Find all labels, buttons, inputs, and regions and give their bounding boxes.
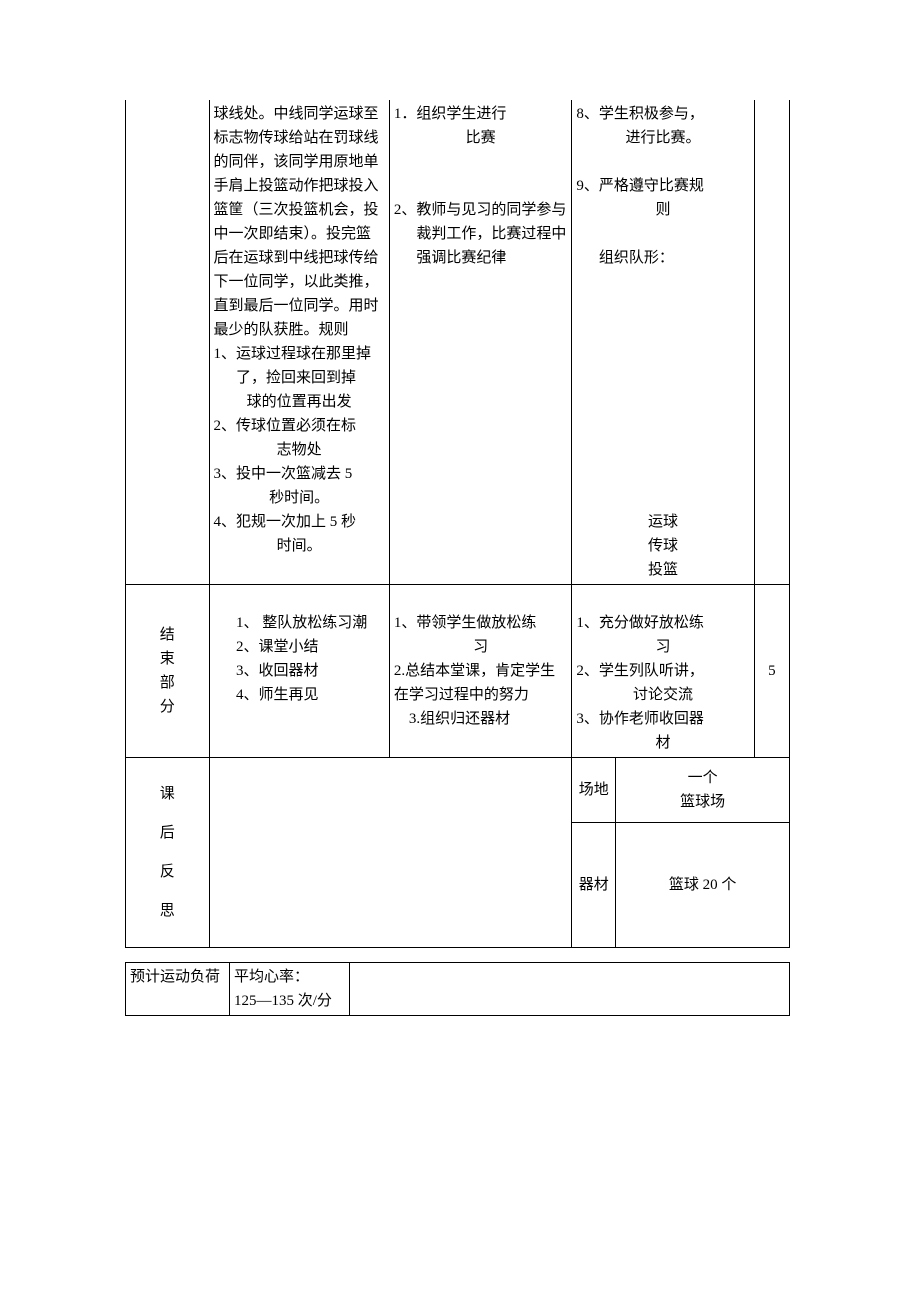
c1: 1、 整队放松练习潮 — [214, 611, 385, 635]
s3a: 3、协作老师收回器 — [576, 707, 749, 731]
equip-label: 器材 — [572, 823, 616, 948]
student9b: 则 — [576, 198, 749, 222]
label-l2: 束 — [130, 647, 205, 671]
s1b: 习 — [576, 635, 749, 659]
t3: 3.组织归还器材 — [394, 707, 567, 731]
load-table: 预计运动负荷 平均心率： 125—135 次/分 — [125, 962, 790, 1016]
rule4b: 时间。 — [214, 534, 385, 558]
equip-value: 篮球 20 个 — [616, 823, 790, 948]
c4: 4、师生再见 — [214, 683, 385, 707]
rule1a: 1、运球过程球在那里掉了，捡回来回到掉 — [214, 342, 385, 390]
s2a: 2、学生列队听讲， — [576, 659, 749, 683]
rule1b: 球的位置再出发 — [214, 390, 385, 414]
row1-content: 球线处。中线同学运球至标志物传球给站在罚球线的同伴，该同学用原地单手肩上投篮动作… — [209, 100, 389, 585]
vv1: 一个 — [620, 766, 785, 790]
row1-teacher: 1．组织学生进行 比赛 2、教师与见习的同学参与裁判工作，比赛过程中强调比赛纪律 — [389, 100, 571, 585]
lesson-plan-table: 球线处。中线同学运球至标志物传球给站在罚球线的同伴，该同学用原地单手肩上投篮动作… — [125, 100, 790, 948]
rule4a: 4、犯规一次加上 5 秒 — [214, 510, 385, 534]
teacher1a: 1．组织学生进行 — [394, 102, 567, 126]
s1a: 1、充分做好放松练 — [576, 611, 749, 635]
s3b: 材 — [576, 731, 749, 755]
t1a: 1、带领学生做放松练 — [394, 611, 567, 635]
c3: 3、收回器材 — [214, 659, 385, 683]
rule3b: 秒时间。 — [214, 486, 385, 510]
label-l1: 结 — [130, 623, 205, 647]
row3-reflection — [209, 758, 572, 948]
act2: 传球 — [576, 534, 749, 558]
t1b: 习 — [394, 635, 567, 659]
teacher1b: 比赛 — [394, 126, 567, 150]
row2-student: 1、充分做好放松练 习 2、学生列队听讲， 讨论交流 3、协作老师收回器 材 — [572, 585, 754, 758]
label-l4: 思 — [130, 892, 205, 931]
venue-value: 一个 篮球场 — [616, 758, 790, 823]
vv2: 篮球场 — [620, 790, 785, 814]
label-l1: 课 — [130, 775, 205, 814]
load-label: 预计运动负荷 — [126, 963, 230, 1016]
student8b: 进行比赛。 — [576, 126, 749, 150]
load-blank — [350, 963, 790, 1016]
row3-label: 课 后 反 思 — [126, 758, 210, 948]
hr-value: 125—135 次/分 — [234, 989, 345, 1013]
c2: 2、课堂小结 — [214, 635, 385, 659]
hr-cell: 平均心率： 125—135 次/分 — [230, 963, 350, 1016]
label-l3: 反 — [130, 853, 205, 892]
act3: 投篮 — [576, 558, 749, 582]
s2b: 讨论交流 — [576, 683, 749, 707]
formation: 组织队形： — [576, 246, 749, 270]
row2-teacher: 1、带领学生做放松练 习 2.总结本堂课，肯定学生在学习过程中的努力 3.组织归… — [389, 585, 571, 758]
label-l2: 后 — [130, 814, 205, 853]
content-text: 球线处。中线同学运球至标志物传球给站在罚球线的同伴，该同学用原地单手肩上投篮动作… — [214, 106, 379, 338]
student9a: 9、严格遵守比赛规 — [576, 174, 749, 198]
rule3a: 3、投中一次篮减去 5 — [214, 462, 385, 486]
rule2b: 志物处 — [214, 438, 385, 462]
row1-time — [754, 100, 789, 585]
student8a: 8、学生积极参与， — [576, 102, 749, 126]
row1-student: 8、学生积极参与， 进行比赛。 9、严格遵守比赛规 则 组织队形： 运球 传球 … — [572, 100, 754, 585]
label-l4: 分 — [130, 695, 205, 719]
label-l3: 部 — [130, 671, 205, 695]
row2-content: 1、 整队放松练习潮 2、课堂小结 3、收回器材 4、师生再见 — [209, 585, 389, 758]
row1-label — [126, 100, 210, 585]
rule2a: 2、传球位置必须在标 — [214, 414, 385, 438]
t2: 2.总结本堂课，肯定学生在学习过程中的努力 — [394, 659, 567, 707]
teacher2: 2、教师与见习的同学参与裁判工作，比赛过程中强调比赛纪律 — [394, 198, 567, 270]
act1: 运球 — [576, 510, 749, 534]
row2-time: 5 — [754, 585, 789, 758]
venue-label: 场地 — [572, 758, 616, 823]
row2-label: 结 束 部 分 — [126, 585, 210, 758]
hr-label: 平均心率： — [234, 965, 345, 989]
